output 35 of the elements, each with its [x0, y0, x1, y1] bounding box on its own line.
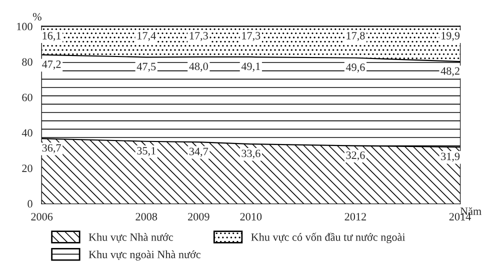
x-tick-label: 2008 [136, 212, 158, 220]
x-tick-label: 2009 [188, 212, 210, 220]
y-tick-label: 60 [22, 94, 32, 102]
y-tick-label: 40 [22, 129, 32, 137]
data-label: 48,0 [189, 62, 208, 72]
x-tick-label: 2014 [449, 212, 471, 220]
y-tick-label: 100 [17, 22, 32, 30]
data-label: 33,6 [242, 150, 260, 159]
x-axis-title: Năm [460, 207, 482, 215]
data-label: 16,1 [42, 32, 61, 42]
y-tick-label: 0 [28, 200, 32, 208]
data-label: 17,3 [190, 32, 208, 42]
data-label: 48,2 [440, 67, 460, 76]
data-label: 49,1 [241, 62, 260, 72]
data-label: 32,6 [346, 151, 365, 161]
x-tick-label: 2010 [240, 212, 262, 220]
data-label: 47,2 [42, 60, 61, 70]
y-tick-label: 80 [22, 58, 32, 66]
data-label: 47,5 [136, 62, 156, 72]
data-label: 19,9 [442, 32, 460, 42]
y-axis-title: % [32, 13, 42, 21]
data-label: 17,3 [242, 32, 260, 42]
legend-label: Khu vực Nhà nước [88, 233, 174, 243]
x-tick-label: 2012 [344, 212, 366, 220]
x-tick-label: 2006 [31, 212, 53, 220]
y-tick-label: 20 [22, 164, 32, 172]
data-label: 17,8 [346, 32, 365, 42]
legend-label: Khu vực có vốn đầu tư nước ngoài [251, 232, 406, 244]
data-label: 17,4 [138, 32, 156, 42]
legend-label: Khu vực ngoài Nhà nước [88, 250, 200, 261]
data-label: 34,7 [189, 148, 208, 157]
data-label: 36,7 [42, 144, 61, 154]
data-label: 31,9 [441, 152, 460, 162]
data-label: 35,1 [137, 147, 156, 156]
data-label: 49,6 [346, 64, 365, 73]
